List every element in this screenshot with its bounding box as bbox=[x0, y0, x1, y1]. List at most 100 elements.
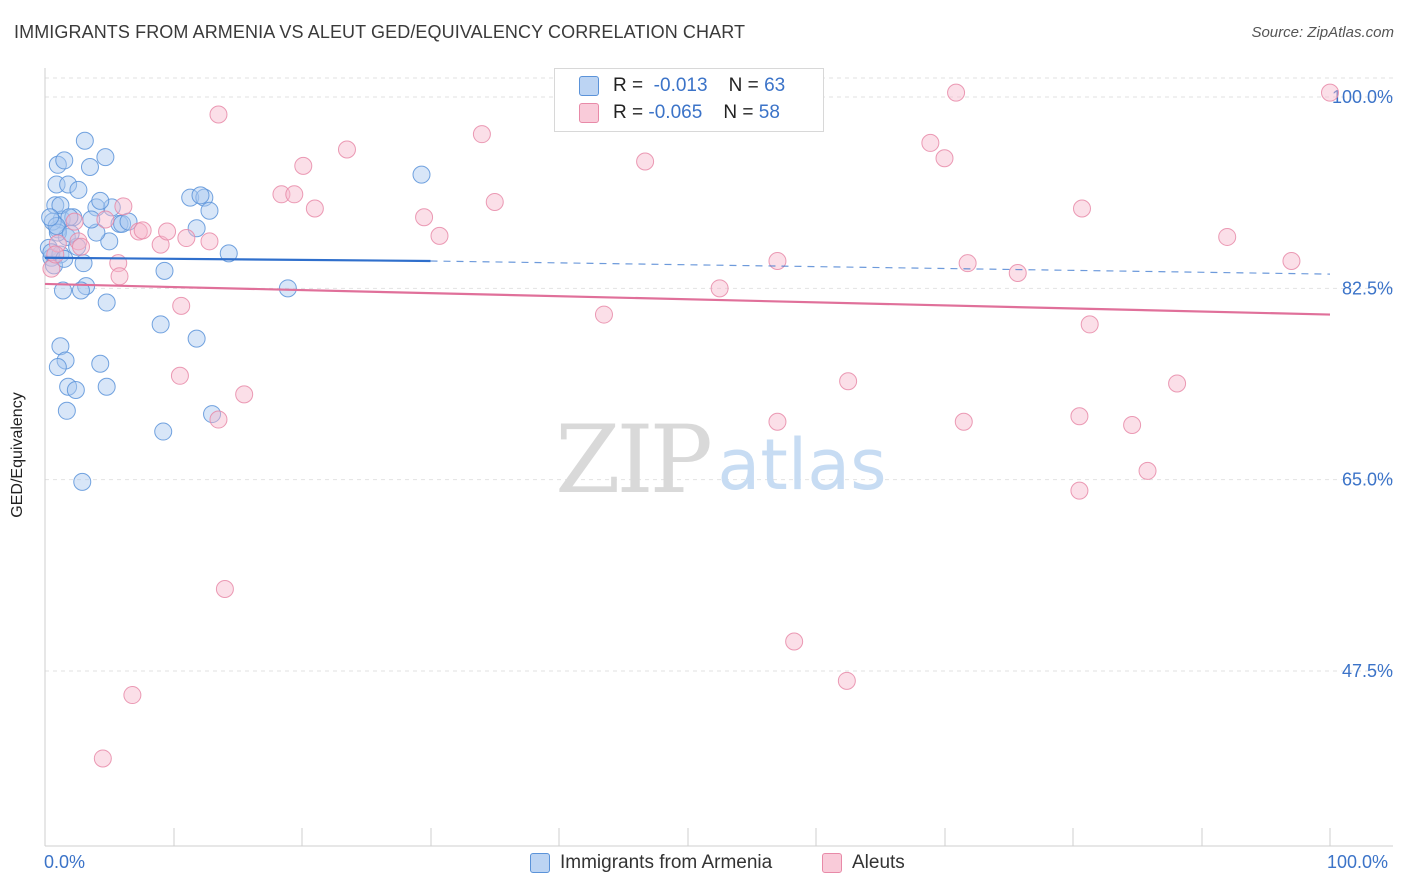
data-point bbox=[921, 133, 940, 152]
data-point bbox=[235, 385, 254, 404]
data-point bbox=[200, 232, 219, 251]
data-point bbox=[73, 472, 92, 491]
trend-line-armenia bbox=[44, 256, 431, 263]
data-point bbox=[154, 422, 173, 441]
data-point bbox=[1070, 407, 1089, 426]
chart-title: IMMIGRANTS FROM ARMENIA VS ALEUT GED/EQU… bbox=[14, 22, 746, 42]
data-point bbox=[1070, 481, 1089, 500]
data-point bbox=[158, 222, 177, 241]
legend-swatch-armenia bbox=[579, 76, 599, 96]
data-point bbox=[430, 226, 449, 245]
data-point bbox=[75, 131, 94, 150]
data-point bbox=[947, 83, 966, 102]
data-point bbox=[66, 381, 85, 400]
watermark-atlas: atlas bbox=[717, 424, 886, 506]
data-point bbox=[71, 281, 90, 300]
data-point bbox=[1123, 416, 1142, 434]
data-point bbox=[170, 366, 189, 385]
data-point bbox=[110, 267, 129, 286]
data-point bbox=[1138, 461, 1157, 480]
data-point bbox=[636, 152, 655, 171]
data-point bbox=[1218, 227, 1237, 246]
data-point bbox=[113, 214, 132, 233]
y-tick-label: 65.0% bbox=[1342, 470, 1393, 490]
data-point bbox=[53, 281, 72, 300]
y-axis-label: GED/Equivalency bbox=[9, 392, 26, 518]
grid-lines bbox=[45, 77, 1393, 672]
data-point bbox=[215, 580, 234, 598]
data-point bbox=[151, 235, 170, 254]
data-point bbox=[48, 234, 67, 253]
axes bbox=[44, 68, 1393, 847]
data-point bbox=[155, 261, 174, 280]
data-point bbox=[768, 252, 787, 270]
data-point bbox=[485, 192, 504, 211]
data-point bbox=[594, 305, 613, 324]
x-tick-max: 100.0% bbox=[1327, 852, 1389, 872]
legend-r-label: R = bbox=[613, 75, 644, 96]
data-point bbox=[209, 410, 228, 429]
data-point bbox=[69, 180, 88, 199]
data-point bbox=[954, 412, 973, 431]
legend-r-value: -0.013 bbox=[653, 75, 708, 96]
data-point bbox=[56, 351, 75, 370]
data-point bbox=[958, 254, 977, 273]
data-point bbox=[172, 296, 191, 315]
data-point bbox=[97, 377, 116, 396]
data-point bbox=[96, 210, 115, 229]
data-point bbox=[51, 337, 70, 356]
data-point bbox=[191, 186, 210, 205]
data-point bbox=[337, 140, 356, 159]
trend-line-aleut bbox=[44, 282, 1331, 316]
data-point bbox=[472, 125, 491, 144]
watermark: ZIP atlas bbox=[555, 406, 886, 515]
data-point bbox=[46, 245, 65, 264]
data-point bbox=[768, 412, 787, 431]
data-point bbox=[123, 686, 142, 705]
tick-labels: 100.0% 82.5% 65.0% 47.5% bbox=[1332, 87, 1393, 681]
x-tick-min: 0.0% bbox=[44, 852, 86, 872]
data-point bbox=[42, 259, 61, 278]
data-point bbox=[1072, 199, 1091, 218]
data-point bbox=[1282, 252, 1301, 270]
data-point bbox=[151, 315, 170, 334]
data-point bbox=[91, 354, 110, 373]
data-point bbox=[935, 149, 954, 168]
data-point bbox=[177, 229, 196, 248]
bottom-swatch-aleut bbox=[822, 853, 842, 873]
trend-line-armenia-extension bbox=[430, 260, 1331, 275]
data-point bbox=[114, 197, 133, 216]
data-point bbox=[61, 224, 80, 243]
data-point bbox=[837, 671, 856, 690]
source-label: Source: ZipAtlas.com bbox=[1251, 24, 1394, 41]
bottom-legend-label: Immigrants from Armenia bbox=[560, 852, 773, 873]
bottom-legend-armenia: Immigrants from Armenia bbox=[530, 852, 772, 874]
data-point bbox=[133, 221, 152, 240]
data-point bbox=[1168, 374, 1187, 393]
data-point bbox=[1008, 264, 1027, 283]
data-point bbox=[80, 157, 99, 176]
watermark-zip: ZIP bbox=[555, 406, 709, 515]
legend-n-label: N = bbox=[723, 102, 754, 123]
bottom-legend-label: Aleuts bbox=[852, 852, 905, 873]
legend-row-aleut: R = -0.065 N = 58 bbox=[579, 101, 780, 125]
data-point bbox=[93, 749, 112, 768]
bottom-swatch-armenia bbox=[530, 853, 550, 873]
legend-n-value: 63 bbox=[764, 75, 786, 96]
data-point bbox=[187, 329, 206, 348]
data-point bbox=[294, 156, 313, 175]
data-point bbox=[96, 148, 115, 167]
y-tick-label: 47.5% bbox=[1342, 661, 1393, 681]
data-point bbox=[710, 279, 729, 298]
data-point bbox=[209, 105, 228, 124]
data-point bbox=[285, 185, 304, 204]
data-point bbox=[1321, 83, 1339, 102]
legend-row-armenia: R = -0.013 N = 63 bbox=[579, 74, 785, 98]
data-point bbox=[48, 358, 67, 377]
stats-legend: R = -0.013 N = 63 R = -0.065 N = 58 bbox=[554, 68, 824, 132]
data-point bbox=[55, 151, 74, 170]
data-point bbox=[305, 199, 324, 218]
data-point bbox=[51, 196, 70, 215]
data-point bbox=[97, 293, 116, 312]
